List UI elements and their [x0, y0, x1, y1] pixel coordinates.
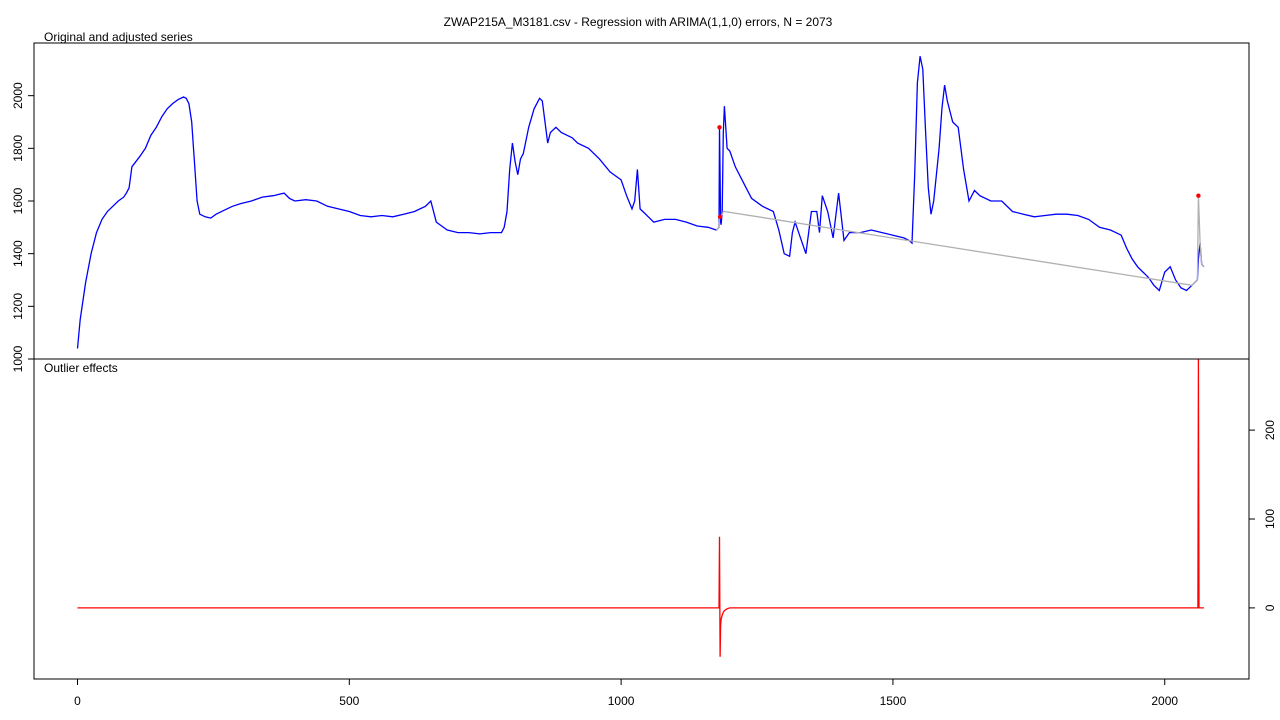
- chart-title: ZWAP215A_M3181.csv - Regression with ARI…: [444, 15, 833, 29]
- top-y-tick-label: 1800: [11, 135, 25, 162]
- top-y-tick-label: 1400: [11, 240, 25, 267]
- top-y-tick-label: 1000: [11, 345, 25, 372]
- panel-top-frame: [33, 42, 1250, 360]
- top-y-axis: 1000 1200 1400 1600 1800 2000: [11, 82, 35, 372]
- top-series-line-1: [715, 195, 1205, 286]
- top-series-line-0: [76, 56, 1205, 349]
- top-outlier-marker: [1196, 193, 1201, 198]
- x-tick-label: 1000: [608, 694, 635, 708]
- x-axis: 0 500 1000 1500 2000: [74, 678, 1178, 708]
- x-tick-label: 1500: [880, 694, 907, 708]
- bottom-series-group: [77, 358, 1204, 657]
- top-series-group: [76, 56, 1205, 349]
- x-tick-label: 500: [339, 694, 359, 708]
- panel-bottom-title: Outlier effects: [44, 361, 118, 375]
- top-outlier-marker: [717, 125, 722, 130]
- panel-bottom-frame: [33, 358, 1250, 680]
- top-y-tick-label: 1200: [11, 293, 25, 320]
- x-tick-label: 0: [74, 694, 81, 708]
- top-y-tick-label: 2000: [11, 82, 25, 109]
- bottom-y-tick-label: 200: [1263, 420, 1277, 440]
- bottom-y-tick-label: 100: [1263, 509, 1277, 529]
- x-tick-label: 2000: [1151, 694, 1178, 708]
- bottom-y-axis: 0 100 200: [1248, 420, 1277, 611]
- top-y-tick-label: 1600: [11, 187, 25, 214]
- panel-top-title: Original and adjusted series: [44, 30, 193, 44]
- top-outlier-marker: [717, 214, 723, 219]
- bottom-y-tick-label: 0: [1263, 604, 1277, 611]
- bottom-series-line-0: [77, 358, 1204, 657]
